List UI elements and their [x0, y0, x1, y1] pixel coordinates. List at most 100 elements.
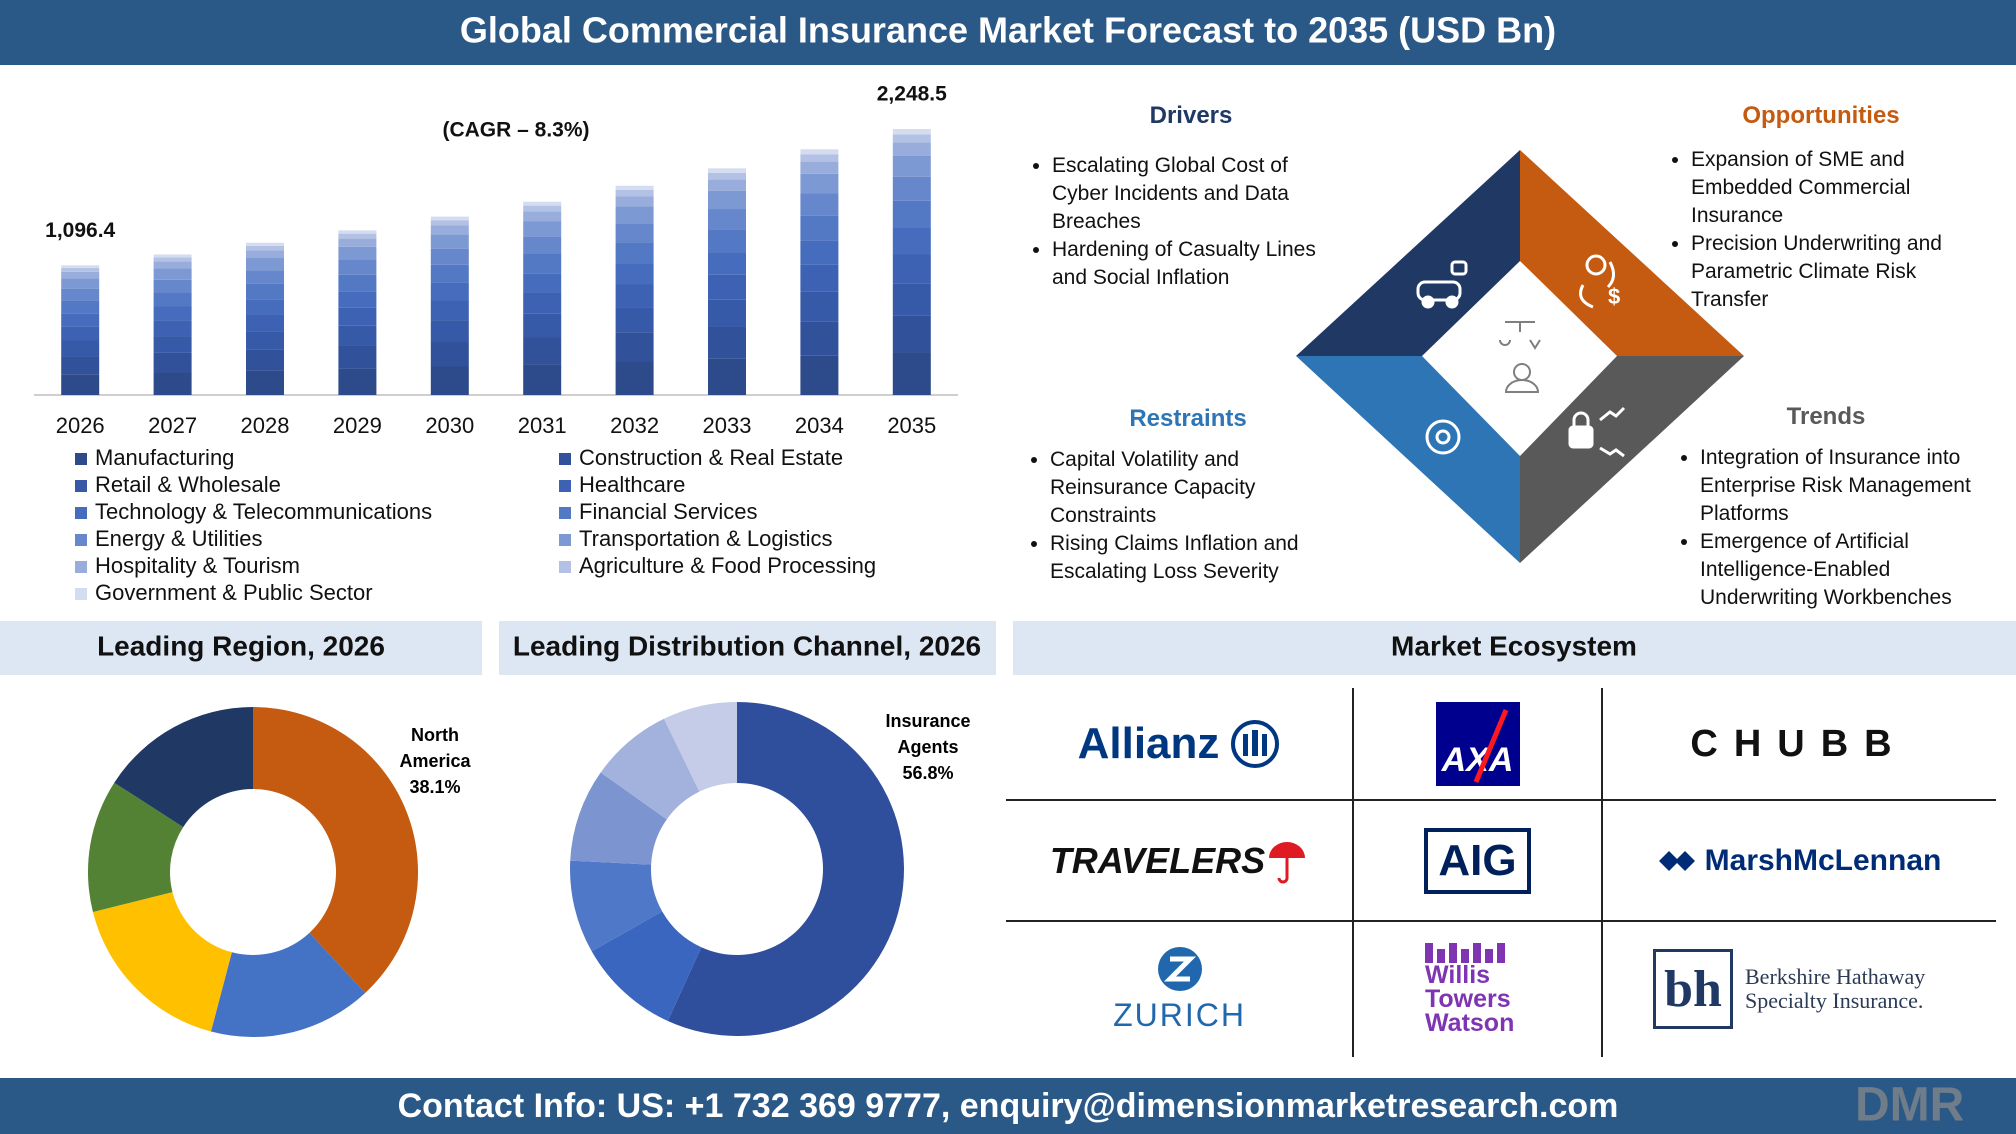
bar-segment [523, 211, 562, 222]
bar-segment [246, 258, 284, 271]
bar-segment [615, 307, 654, 333]
bar-segment [892, 315, 931, 353]
value-label: 38.1% [409, 777, 461, 797]
bar-segment [153, 320, 192, 337]
bar-segment [430, 264, 469, 283]
bar-segment [523, 364, 562, 395]
icon [1585, 254, 1607, 276]
logo-mark [1658, 850, 1695, 871]
logo-cell: AXA [1353, 688, 1602, 800]
company-logo: Berkshire Hathaway Specialty Insurance. [1745, 964, 1926, 1013]
bar-segment [61, 374, 100, 395]
x-tick-label: 2027 [148, 413, 197, 438]
bar-segment [800, 355, 839, 395]
bullet: Precision Underwriting and Parametric Cl… [1691, 230, 1991, 314]
logo-mark [1231, 720, 1280, 768]
legend-swatch [75, 453, 87, 465]
bar-segment [430, 366, 469, 395]
donut-slice [600, 718, 700, 820]
logo-mark [1425, 943, 1505, 963]
legend-swatch [559, 507, 571, 519]
legend-label: Agriculture & Food Processing [579, 553, 876, 578]
icon [1425, 419, 1461, 455]
x-tick-label: 2033 [703, 413, 752, 438]
donut-slice [664, 702, 737, 792]
bullet: Integration of Insurance into Enterprise… [1700, 444, 2010, 528]
logo-mark [1269, 841, 1306, 858]
logo-mark [1262, 734, 1268, 756]
restraints-quadrant [1296, 356, 1520, 563]
donut-slice [114, 707, 253, 828]
icon [1504, 379, 1540, 393]
legend-swatch [559, 480, 571, 492]
bar-segment [800, 264, 839, 292]
legend-label: Technology & Telecommunications [95, 499, 432, 524]
icon [1579, 261, 1615, 309]
bar-segment [153, 254, 192, 258]
logo-cell: TRAVELERS [1006, 800, 1353, 921]
bar-segment [615, 196, 654, 207]
icon [1445, 295, 1459, 309]
icon [1513, 363, 1531, 381]
bar-segment [61, 288, 100, 301]
bar-segment [892, 155, 931, 177]
legend-label: Hospitality & Tourism [95, 553, 300, 578]
company-logo: Willis Towers Watson [1425, 961, 1515, 1037]
bar-segment [523, 292, 562, 314]
bar-segment [246, 370, 284, 395]
donut-slice [570, 860, 663, 952]
icon: $ [1608, 284, 1620, 309]
icon [1450, 260, 1468, 276]
donut-slice [591, 911, 702, 1021]
logo-mark [1277, 857, 1289, 883]
x-tick-label: 2031 [518, 413, 567, 438]
bar-segment [153, 352, 192, 373]
donut-label: Insurance Agents 56.8% [868, 708, 988, 786]
opportunities-list: Expansion of SME and Embedded Commercial… [1661, 146, 1991, 314]
drivers-quadrant [1296, 150, 1520, 356]
logo-cell: Allianz [1006, 688, 1353, 800]
bullet: Emergence of Artificial Intelligence-Ena… [1700, 528, 2010, 612]
bar-segment [246, 270, 284, 284]
donut-slice [253, 707, 419, 993]
header-band [0, 621, 482, 675]
bar-segment [892, 129, 931, 135]
x-tick-label: 2026 [56, 413, 105, 438]
bar-segment [153, 268, 192, 280]
bar-segment [708, 229, 746, 253]
x-tick-label: 2034 [795, 413, 844, 438]
trends-quadrant [1520, 356, 1744, 563]
logo-box: AXA [1435, 702, 1520, 786]
dro-title: Drivers [1149, 102, 1233, 129]
bar-segment [246, 349, 284, 371]
bar-segment [430, 282, 469, 301]
bar-segment [615, 361, 654, 395]
bar-segment [615, 263, 654, 285]
bar-segment [708, 168, 746, 173]
bar-segment [708, 172, 746, 180]
bar-segment [430, 225, 469, 235]
dro-title: Restraints [1129, 405, 1247, 432]
bullet: Expansion of SME and Embedded Commercial… [1691, 146, 1991, 230]
bar-segment [153, 279, 192, 293]
donut-slice [92, 892, 232, 1032]
bar-segment [800, 321, 839, 356]
bar-segment [800, 149, 839, 155]
center-icon [1499, 321, 1541, 393]
footer-bar [0, 1078, 2016, 1134]
bar-segment [523, 205, 562, 212]
dro-title: Trends [1786, 403, 1866, 430]
bar-segment [246, 250, 284, 259]
drivers-list: Escalating Global Cost of Cyber Incident… [1022, 152, 1342, 292]
bar-segment [708, 252, 746, 275]
legend-label: Construction & Real Estate [579, 445, 843, 470]
bar-segment [338, 274, 377, 292]
ecosystem-grid [1006, 688, 1996, 1057]
company-logo: MarshMcLennan [1704, 843, 1942, 877]
contact-info: Contact Info: US: +1 732 369 9777, enqui… [398, 1087, 1619, 1125]
bar-segment [615, 189, 654, 197]
donut-label: North America 38.1% [385, 722, 485, 800]
legend-swatch [559, 534, 571, 546]
icon [1499, 321, 1541, 350]
icon [1568, 425, 1594, 449]
